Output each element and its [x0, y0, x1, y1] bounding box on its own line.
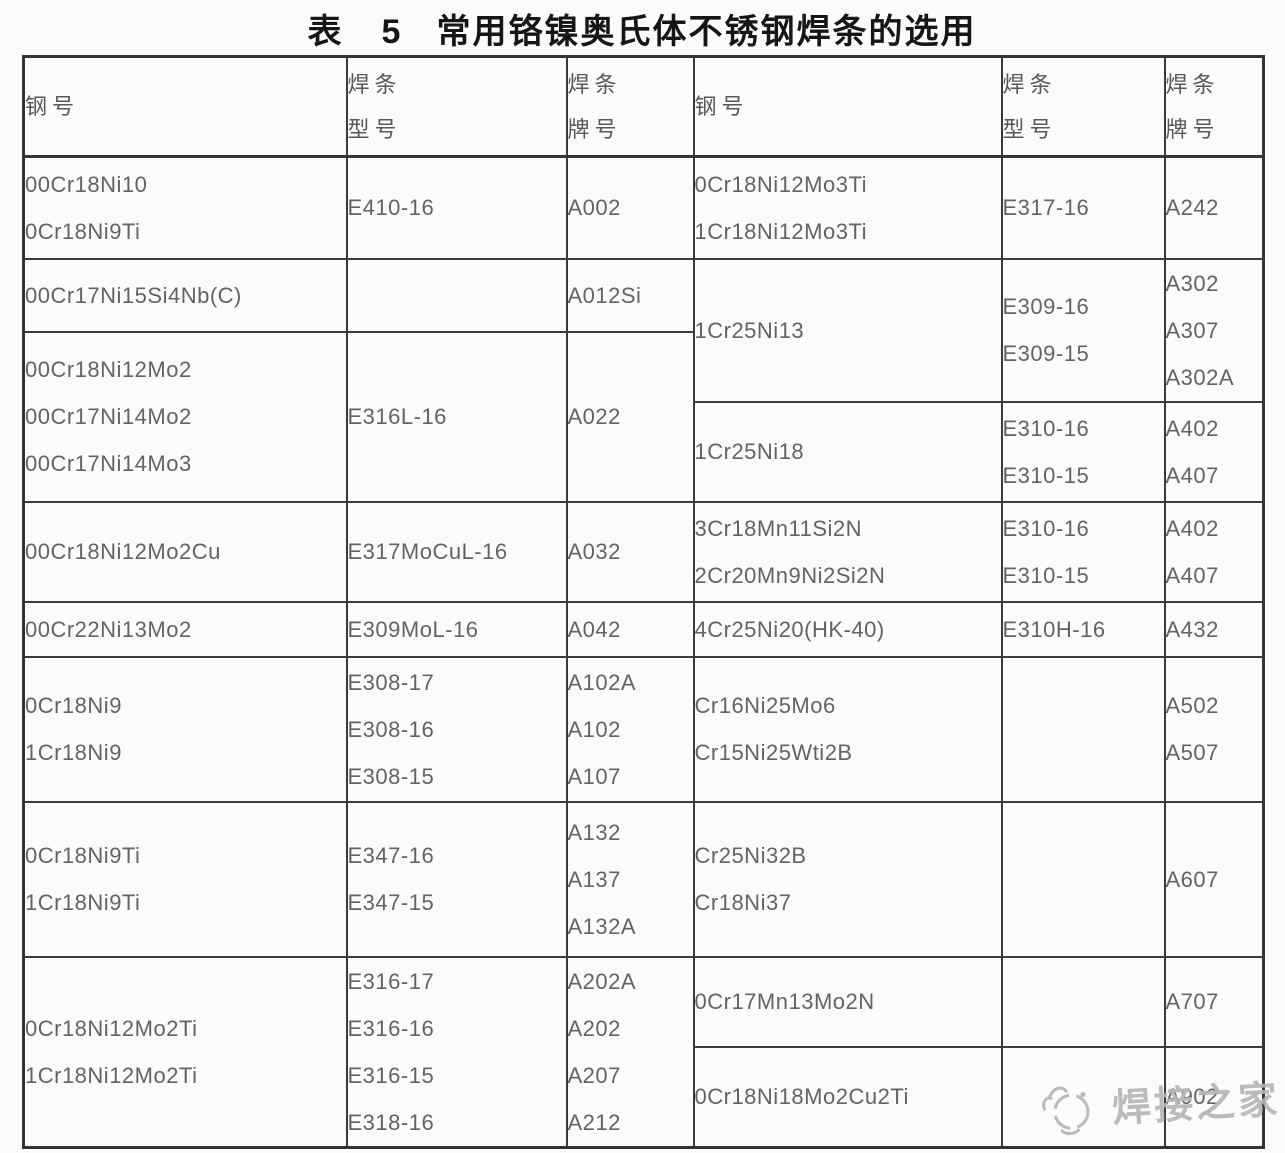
cell-rod-brand: A042 — [565, 600, 695, 658]
cell-rod-model: E309-16 E309-15 — [1000, 257, 1166, 403]
table-row: 00Cr18Ni12Mo2 00Cr17Ni14Mo2 00Cr17Ni14Mo3 … — [22, 330, 1264, 503]
cell-rod-model: E310-16 E310-15 — [1000, 400, 1166, 503]
table-row: 0Cr18Ni9Ti 1Cr18Ni9Ti E347-16 E347-15 A132… — [22, 800, 1265, 958]
cell-steel-grade: Cr25Ni32B Cr18Ni37 — [692, 800, 1003, 958]
table-row: 00Cr18Ni12Mo2Cu E317MoCuL-16 A032 3Cr18M… — [22, 500, 1265, 603]
header-rod-model-right: 焊条 型号 — [1000, 55, 1166, 158]
cell-rod-model: E316-17 E316-16 E316-15 E318-16 — [345, 955, 568, 1148]
cell-rod-model-empty — [345, 257, 568, 333]
table-row: 1Cr25Ni18 E310-16 E310-15 A402 A407 — [24, 400, 1265, 503]
cell-rod-model: E308-17 E308-16 E308-15 — [345, 655, 568, 803]
cell-rod-model-empty — [1000, 955, 1166, 1048]
cell-rod-brand: A102A A102 A107 — [565, 655, 695, 803]
cell-steel-grade: 00Cr18Ni10 0Cr18Ni9Ti — [22, 155, 348, 260]
cell-rod-model: E310-16 E310-15 — [1000, 500, 1166, 603]
table-row: 00Cr18Ni10 0Cr18Ni9Ti E410-16 A002 0Cr18N… — [22, 155, 1265, 260]
cell-steel-grade: Cr16Ni25Mo6 Cr15Ni25Wti2B — [692, 655, 1003, 803]
cell-steel-grade: 0Cr17Mn13Mo2N — [692, 955, 1003, 1048]
header-rod-brand-left: 焊条 牌号 — [565, 55, 695, 158]
header-row: 钢号 焊条 型号 焊条 牌号 钢号 焊条 型号 焊条 牌号 — [22, 55, 1265, 158]
cell-steel-grade: 0Cr18Ni9Ti 1Cr18Ni9Ti — [22, 800, 348, 958]
cell-rod-brand: A432 — [1163, 600, 1265, 658]
table-row: 0Cr18Ni12Mo2Ti 1Cr18Ni12Mo2Ti E316-17 E316… — [22, 955, 1265, 1148]
cell-rod-model-empty — [1000, 655, 1166, 803]
cell-rod-brand: A707 — [1163, 955, 1265, 1048]
cell-rod-model: E310H-16 — [1000, 600, 1166, 658]
table-row: 0Cr18Ni9 1Cr18Ni9 E308-17 E308-16 E308-15 A… — [22, 655, 1265, 803]
cell-rod-brand: A132 A137 A132A — [565, 800, 695, 958]
cell-rod-model: E317MoCuL-16 — [345, 500, 568, 603]
cell-steel-grade: 00Cr22Ni13Mo2 — [22, 600, 348, 658]
cell-rod-brand: A002 — [565, 155, 695, 260]
header-rod-model-left: 焊条 型号 — [345, 55, 568, 158]
table-row: 00Cr22Ni13Mo2 E309MoL-16 A042 4Cr25Ni20(… — [22, 600, 1265, 658]
cell-steel-grade: 1Cr25Ni13 — [692, 257, 1003, 403]
cell-steel-grade: 0Cr18Ni12Mo3Ti 1Cr18Ni12Mo3Ti — [692, 155, 1003, 260]
cell-steel-grade: 0Cr18Ni18Mo2Cu2Ti — [692, 1045, 1003, 1149]
cell-steel-grade: 0Cr18Ni12Mo2Ti 1Cr18Ni12Mo2Ti — [22, 955, 348, 1148]
cell-rod-model: E317-16 — [1000, 155, 1166, 260]
title-text: 常用铬镍奥氏体不锈钢焊条的选用 — [436, 13, 977, 51]
cell-steel-grade: 1Cr25Ni18 — [692, 400, 1003, 503]
cell-rod-brand: A402 A407 — [1163, 400, 1265, 503]
table-row: 0Cr18Ni18Mo2Cu2Ti A902 — [24, 1045, 1265, 1149]
table-title: 表 5 常用铬镍奥氏体不锈钢焊条的选用 — [22, 4, 1262, 53]
cell-rod-brand: A022 — [565, 330, 695, 503]
header-steel-grade-left: 钢号 — [22, 55, 348, 158]
title-number: 5 — [381, 13, 403, 51]
cell-rod-model: E347-16 E347-15 — [345, 800, 568, 958]
cell-steel-grade: 00Cr18Ni12Mo2 00Cr17Ni14Mo2 00Cr17Ni14Mo3 — [22, 330, 348, 503]
cell-rod-model-empty — [1000, 1045, 1166, 1149]
welding-rod-selection-table: 钢号 焊条 型号 焊条 牌号 钢号 焊条 型号 焊条 牌号 00Cr18Ni10 0Cr1… — [22, 55, 1265, 1149]
cell-rod-model: E316L-16 — [345, 330, 568, 503]
cell-steel-grade: 3Cr18Mn11Si2N 2Cr20Mn9Ni2Si2N — [692, 500, 1003, 603]
cell-rod-brand: A607 — [1163, 800, 1265, 958]
cell-steel-grade: 0Cr18Ni9 1Cr18Ni9 — [22, 655, 348, 803]
cell-steel-grade: 00Cr17Ni15Si4Nb(C) — [22, 257, 348, 333]
cell-steel-grade: 4Cr25Ni20(HK-40) — [692, 600, 1003, 658]
cell-rod-model: E309MoL-16 — [345, 600, 568, 658]
cell-steel-grade: 00Cr18Ni12Mo2Cu — [22, 500, 348, 603]
cell-rod-brand: A012Si — [565, 257, 695, 333]
cell-rod-brand: A242 — [1163, 155, 1265, 260]
cell-rod-model-empty — [1000, 800, 1166, 958]
header-steel-grade-right: 钢号 — [692, 55, 1003, 158]
title-prefix: 表 — [307, 13, 344, 51]
cell-rod-brand: A502 A507 — [1163, 655, 1265, 803]
cell-rod-model: E410-16 — [345, 155, 568, 260]
cell-rod-brand: A202A A202 A207 A212 — [565, 955, 695, 1148]
table-row: 00Cr17Ni15Si4Nb(C) A012Si 1Cr25Ni13 E309… — [22, 257, 1265, 403]
cell-rod-brand: A402 A407 — [1163, 500, 1265, 603]
header-rod-brand-right: 焊条 牌号 — [1163, 55, 1265, 158]
cell-rod-brand: A902 — [1163, 1045, 1265, 1149]
cell-rod-brand: A302 A307 A302A — [1163, 257, 1265, 403]
cell-rod-brand: A032 — [565, 500, 695, 603]
